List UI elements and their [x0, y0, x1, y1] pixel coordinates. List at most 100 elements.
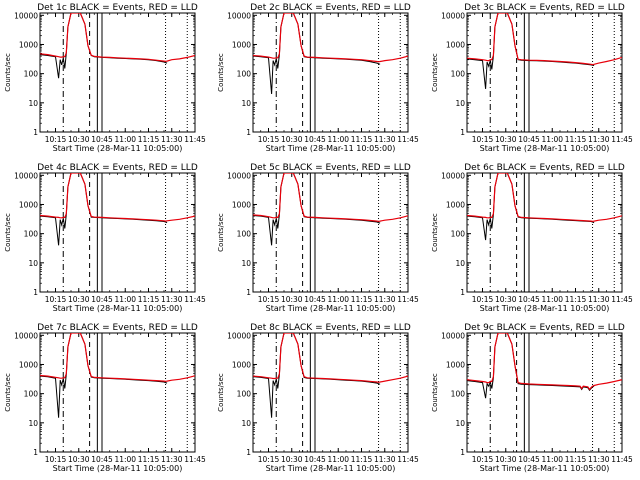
x-tick-label: 11:45: [397, 455, 419, 464]
x-tick-label: 10:15: [258, 455, 280, 464]
x-tick-label: 10:30: [495, 455, 517, 464]
x-tick-label: 11:15: [351, 135, 373, 144]
y-tick-label: 1000: [446, 200, 465, 209]
y-tick-label: 1000: [446, 360, 465, 369]
panel-title: Det 5c BLACK = Events, RED = LLD: [250, 163, 411, 173]
x-tick-label: 11:30: [588, 455, 610, 464]
x-tick-label: 11:45: [184, 455, 206, 464]
series-line-lld: [40, 173, 195, 222]
x-tick-label: 11:00: [327, 295, 349, 304]
x-axis-label: Start Time (28-Mar-11 10:05:00): [53, 304, 183, 313]
y-tick-label: 100: [24, 230, 39, 239]
x-tick-label: 10:30: [495, 295, 517, 304]
x-tick-label: 11:00: [541, 135, 563, 144]
panel-title: Det 4c BLACK = Events, RED = LLD: [37, 163, 198, 173]
x-tick-label: 11:45: [397, 135, 419, 144]
y-axis-label: Counts/sec: [217, 53, 225, 92]
x-axis-label: Start Time (28-Mar-11 10:05:00): [480, 464, 610, 473]
y-tick-label: 100: [24, 390, 39, 399]
y-tick-label: 10: [455, 99, 465, 108]
y-tick-label: 1000: [19, 40, 38, 49]
x-tick-label: 11:45: [611, 455, 633, 464]
y-tick-label: 10000: [441, 11, 465, 20]
x-axis-label: Start Time (28-Mar-11 10:05:00): [266, 144, 396, 153]
panel-det-9: Det 9c BLACK = Events, RED = LLD 1 10 100 10…: [431, 323, 633, 473]
y-tick-label: 100: [237, 390, 252, 399]
x-tick-label: 11:45: [184, 295, 206, 304]
x-tick-label: 11:00: [327, 135, 349, 144]
y-tick-label: 1: [33, 288, 38, 297]
panel-title: Det 3c BLACK = Events, RED = LLD: [464, 3, 625, 13]
y-axis-label: Counts/sec: [431, 53, 439, 92]
x-tick-label: 10:15: [472, 295, 494, 304]
y-tick-label: 10: [28, 99, 38, 108]
y-tick-label: 10: [241, 99, 251, 108]
y-tick-label: 10000: [227, 331, 251, 340]
x-tick-label: 11:15: [138, 295, 160, 304]
x-tick-label: 10:30: [281, 295, 303, 304]
y-axis-label: Counts/sec: [4, 53, 12, 92]
x-tick-label: 11:00: [541, 295, 563, 304]
x-tick-label: 11:15: [138, 135, 160, 144]
series-line-events: [467, 333, 595, 399]
series-line-events: [253, 173, 381, 246]
x-axis-label: Start Time (28-Mar-11 10:05:00): [266, 304, 396, 313]
y-axis-label: Counts/sec: [4, 213, 12, 252]
y-tick-label: 1: [33, 448, 38, 457]
y-tick-label: 10000: [441, 331, 465, 340]
panel-det-7: Det 7c BLACK = Events, RED = LLD 1 10 100 10…: [4, 323, 206, 473]
y-tick-label: 10: [455, 259, 465, 268]
x-tick-label: 10:30: [68, 135, 90, 144]
panel-det-2: Det 2c BLACK = Events, RED = LLD 1 10 100 10…: [217, 3, 419, 153]
x-axis-label: Start Time (28-Mar-11 10:05:00): [480, 144, 610, 153]
series-line-lld: [253, 333, 408, 383]
panel-title: Det 7c BLACK = Events, RED = LLD: [37, 323, 198, 333]
panel-det-8: Det 8c BLACK = Events, RED = LLD 1 10 100 10…: [217, 323, 419, 473]
y-tick-label: 10000: [227, 171, 251, 180]
y-tick-label: 100: [24, 70, 39, 79]
x-axis-label: Start Time (28-Mar-11 10:05:00): [53, 144, 183, 153]
y-tick-label: 100: [237, 70, 252, 79]
y-tick-label: 1000: [19, 360, 38, 369]
y-tick-label: 100: [451, 390, 466, 399]
series-line-lld: [467, 333, 622, 391]
x-tick-label: 11:00: [114, 135, 136, 144]
series-line-lld: [40, 333, 195, 382]
y-tick-label: 1: [33, 128, 38, 137]
x-tick-label: 10:45: [518, 295, 540, 304]
x-tick-label: 10:15: [45, 295, 67, 304]
x-tick-label: 10:45: [91, 135, 113, 144]
series-line-events: [40, 13, 168, 79]
panel-title: Det 9c BLACK = Events, RED = LLD: [464, 323, 625, 333]
x-tick-label: 11:30: [374, 135, 396, 144]
series-line-events: [253, 13, 381, 95]
y-tick-label: 1: [460, 448, 465, 457]
series-line-lld: [253, 173, 408, 222]
x-tick-label: 11:15: [565, 295, 587, 304]
y-tick-label: 10000: [441, 171, 465, 180]
series-line-events: [253, 333, 381, 418]
x-axis-label: Start Time (28-Mar-11 10:05:00): [53, 464, 183, 473]
x-tick-label: 11:30: [588, 135, 610, 144]
y-tick-label: 10000: [227, 11, 251, 20]
x-axis-label: Start Time (28-Mar-11 10:05:00): [480, 304, 610, 313]
panel-title: Det 2c BLACK = Events, RED = LLD: [250, 3, 411, 13]
y-tick-label: 1: [246, 128, 251, 137]
x-tick-label: 10:45: [518, 135, 540, 144]
y-tick-label: 1: [460, 288, 465, 297]
panel-title: Det 6c BLACK = Events, RED = LLD: [464, 163, 625, 173]
x-tick-label: 11:30: [374, 295, 396, 304]
y-axis-label: Counts/sec: [217, 213, 225, 252]
x-tick-label: 11:45: [397, 295, 419, 304]
x-tick-label: 10:15: [258, 295, 280, 304]
x-tick-label: 11:30: [588, 295, 610, 304]
x-tick-label: 10:45: [91, 295, 113, 304]
y-tick-label: 10: [241, 419, 251, 428]
x-tick-label: 10:15: [45, 455, 67, 464]
y-tick-label: 10000: [14, 171, 38, 180]
y-tick-label: 10000: [14, 331, 38, 340]
x-tick-label: 11:45: [184, 135, 206, 144]
series-line-events: [467, 173, 595, 241]
x-tick-label: 10:30: [281, 135, 303, 144]
y-tick-label: 10: [241, 259, 251, 268]
